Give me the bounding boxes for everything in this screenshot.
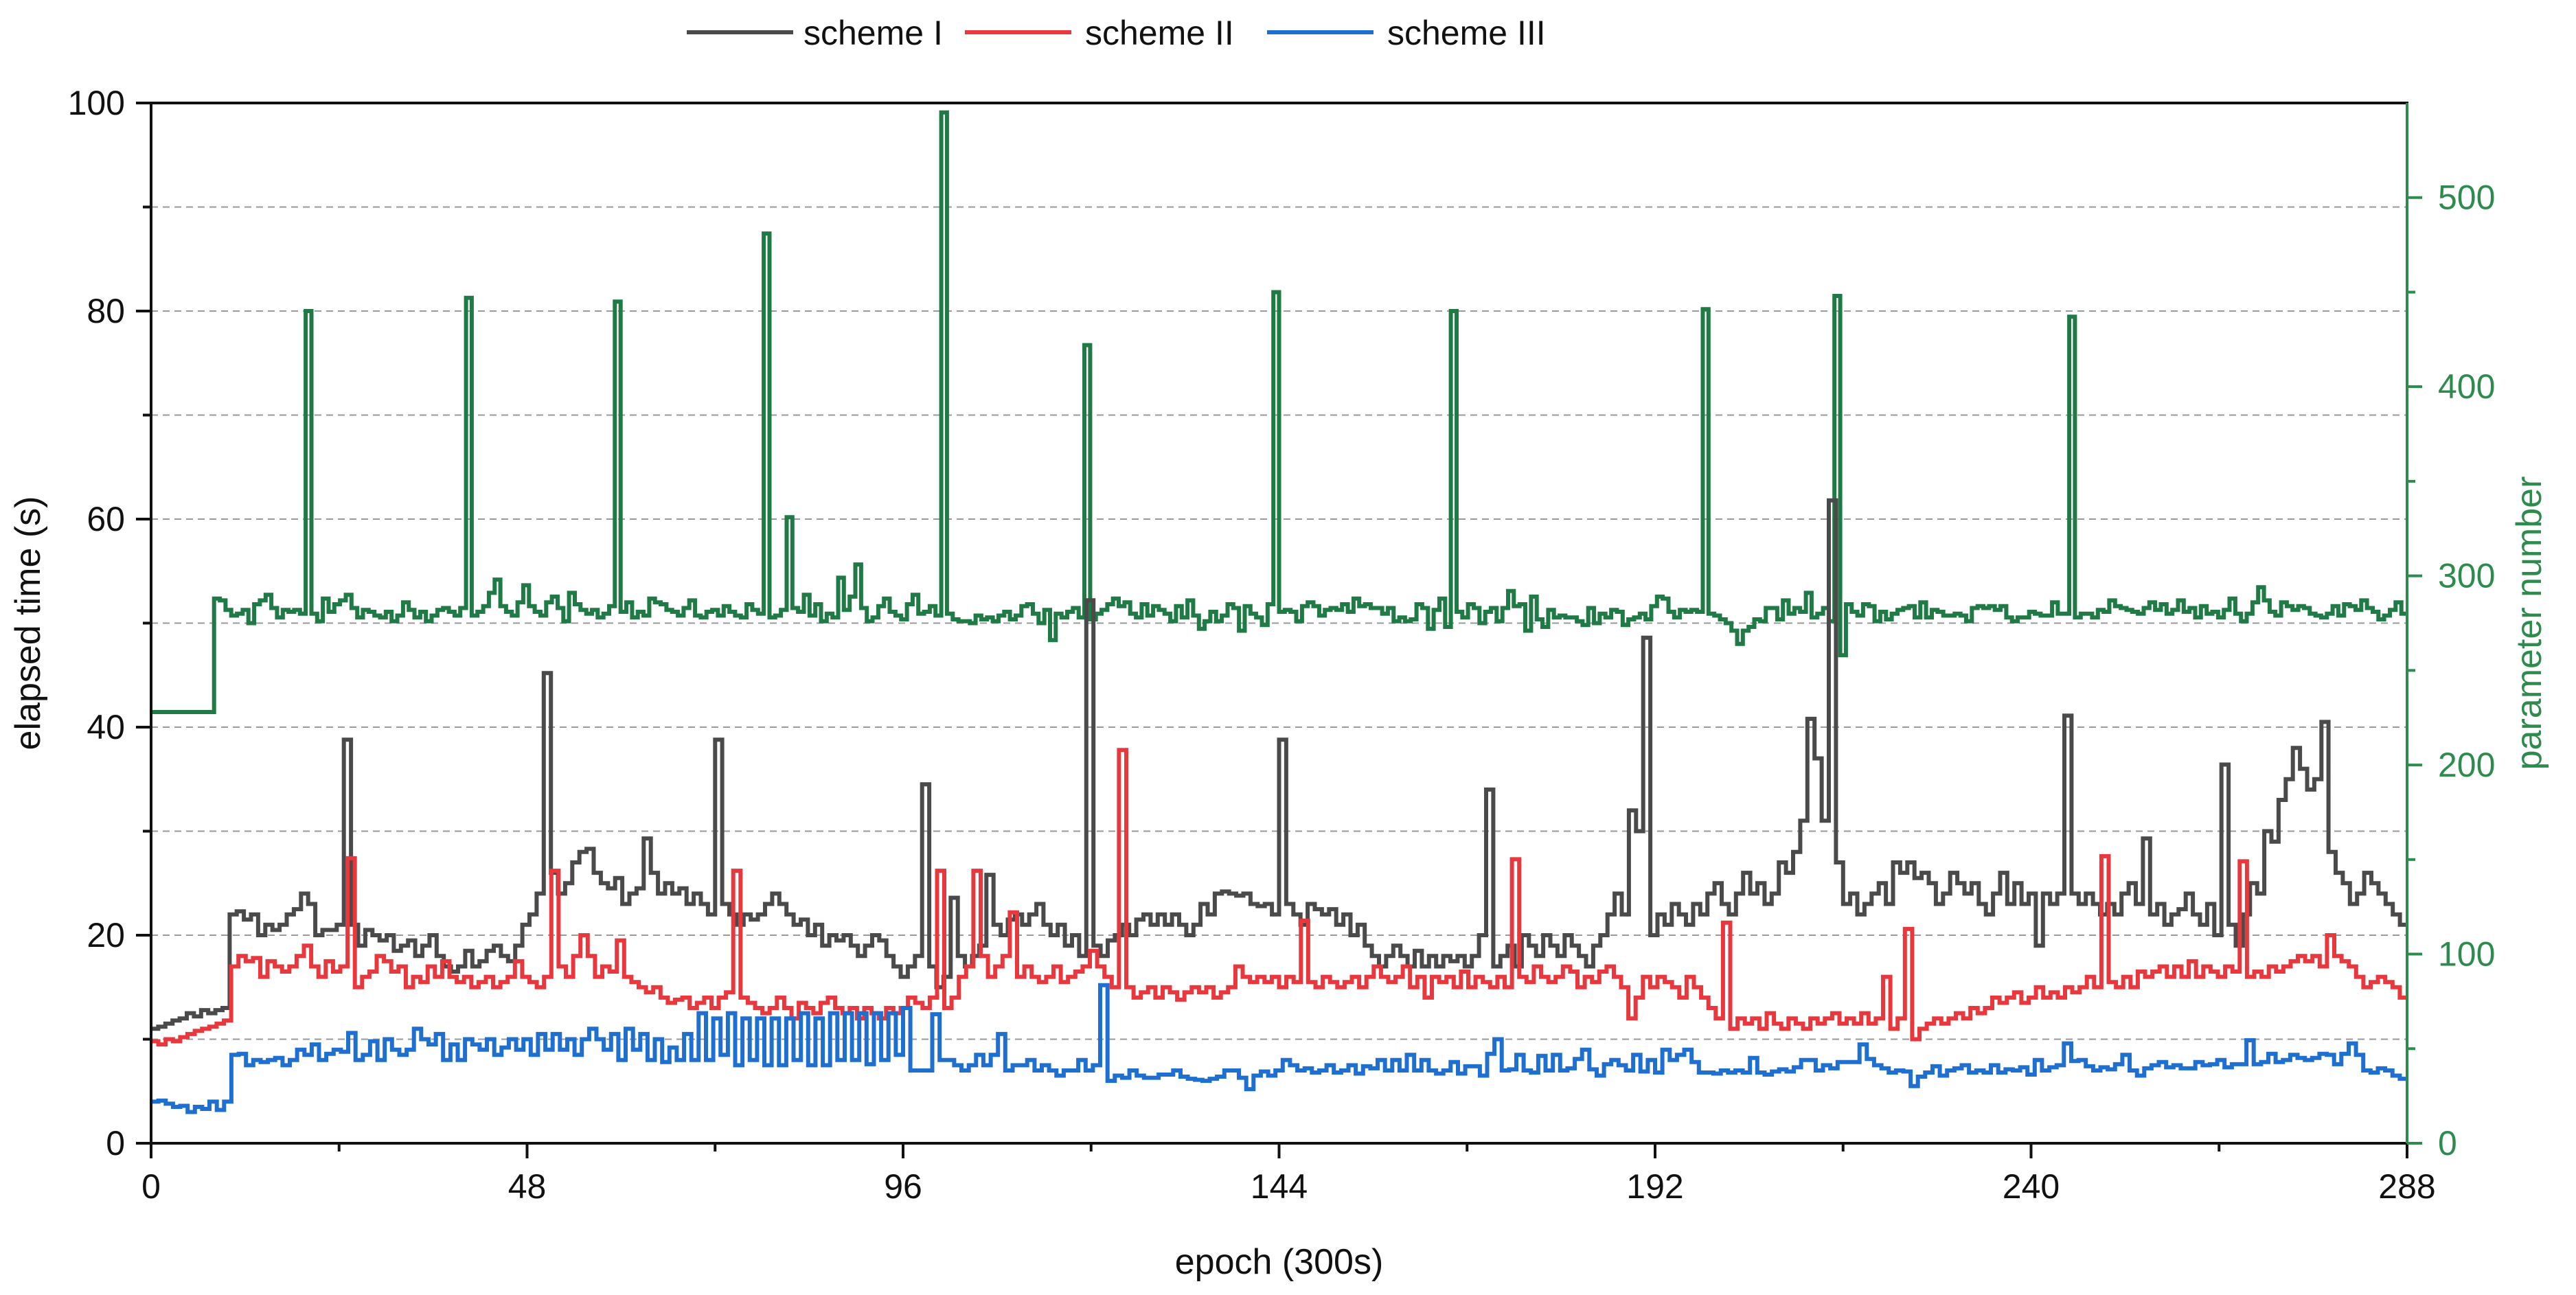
y2-tick-label-200: 200	[2438, 746, 2495, 784]
y2-tick-label-300: 300	[2438, 557, 2495, 595]
series-line-parameter-number	[151, 110, 2407, 714]
x-tick-label-144: 144	[1251, 1167, 1308, 1206]
series-line-scheme-iii	[151, 983, 2407, 1114]
series-line-scheme-i	[151, 498, 2407, 1031]
legend-label-scheme-iii: scheme III	[1387, 14, 1546, 52]
x-tick-label-192: 192	[1626, 1167, 1683, 1206]
y-axis-title: elapsed time (s)	[8, 496, 48, 750]
y2-tick-label-100: 100	[2438, 935, 2495, 974]
y2-axis-title: parameter number	[2509, 477, 2549, 770]
x-tick-label-240: 240	[2003, 1167, 2060, 1206]
x-tick-label-288: 288	[2378, 1167, 2435, 1206]
y-tick-label-80: 80	[87, 292, 125, 330]
x-tick-label-48: 48	[508, 1167, 547, 1206]
series-line-scheme-ii	[151, 748, 2407, 1047]
y-tick-label-0: 0	[106, 1124, 125, 1162]
y2-tick-label-500: 500	[2438, 179, 2495, 217]
y-tick-label-60: 60	[87, 500, 125, 538]
y-tick-label-20: 20	[87, 916, 125, 954]
legend-label-scheme-i: scheme I	[803, 14, 943, 52]
x-tick-label-96: 96	[884, 1167, 922, 1206]
y2-tick-label-0: 0	[2438, 1124, 2457, 1162]
y2-tick-label-400: 400	[2438, 367, 2495, 406]
legend-label-scheme-ii: scheme II	[1085, 14, 1234, 52]
gridlines	[151, 206, 2407, 1040]
y-tick-label-100: 100	[68, 84, 125, 122]
legend: scheme I scheme II scheme III	[687, 14, 1546, 52]
tick-layer: 0 48 96 144 192 240 28802040608010001002003004…	[68, 84, 2496, 1206]
x-tick-label-0: 0	[141, 1167, 161, 1206]
y-tick-label-40: 40	[87, 708, 125, 746]
x-axis-title: epoch (300s)	[1175, 1242, 1384, 1282]
series-group	[151, 110, 2407, 1114]
